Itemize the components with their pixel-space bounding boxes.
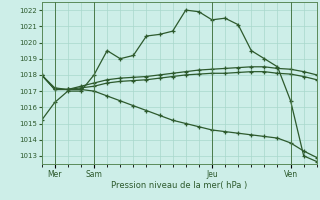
X-axis label: Pression niveau de la mer( hPa ): Pression niveau de la mer( hPa )	[111, 181, 247, 190]
